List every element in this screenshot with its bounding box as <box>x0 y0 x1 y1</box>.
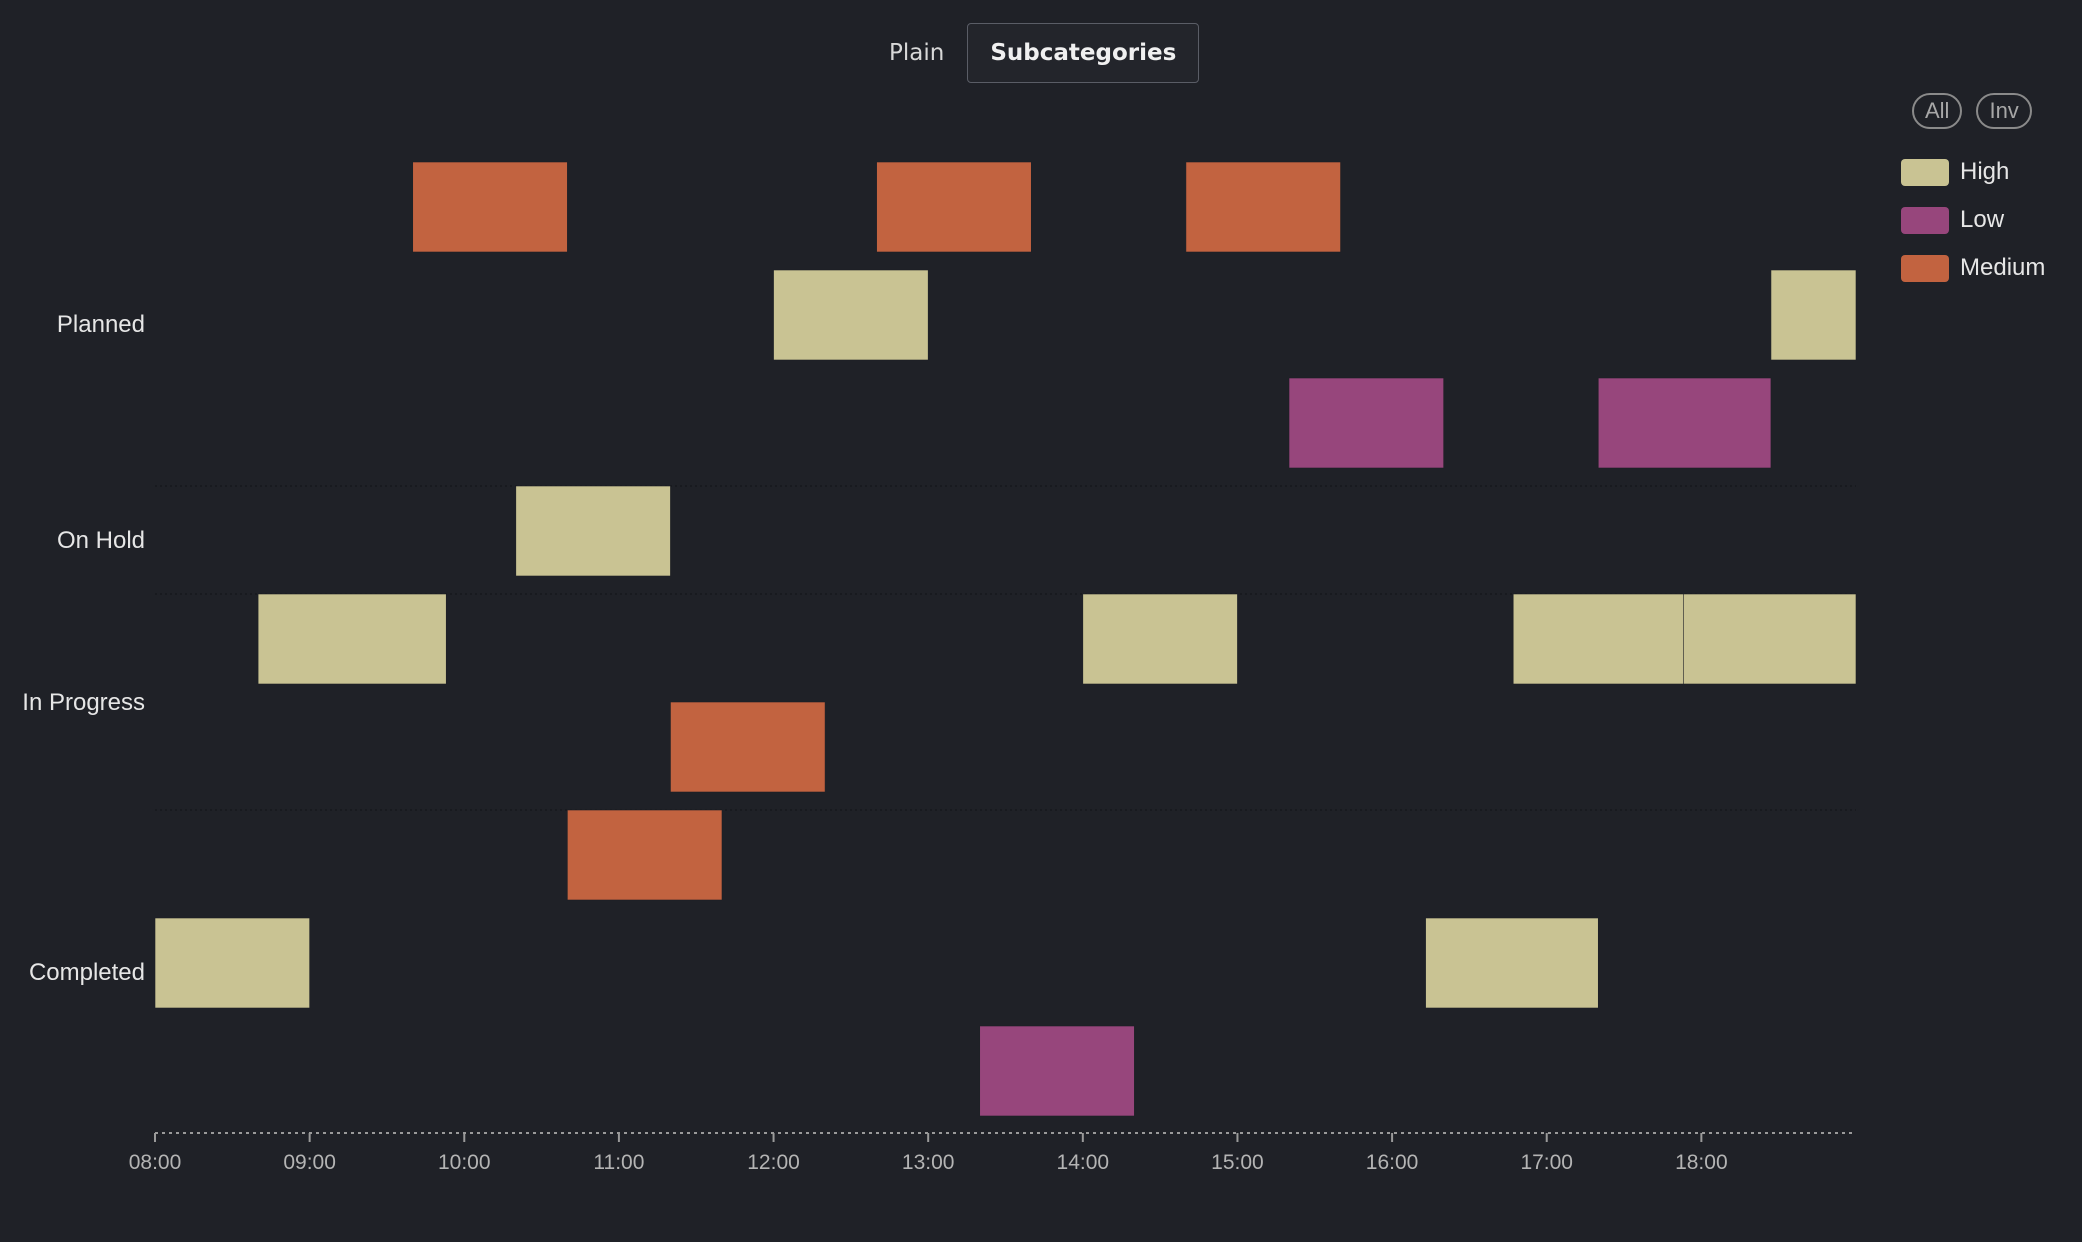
legend: High Low Medium <box>1901 148 2045 292</box>
legend-item-low[interactable]: Low <box>1901 196 2045 244</box>
category-label: In Progress <box>22 689 145 716</box>
task-bar[interactable] <box>412 161 568 253</box>
x-tick-label: 10:00 <box>438 1151 491 1174</box>
task-bar[interactable] <box>1425 917 1599 1009</box>
x-tick-label: 11:00 <box>593 1151 644 1174</box>
task-bar[interactable] <box>1770 269 1857 361</box>
x-tick-label: 18:00 <box>1675 1151 1728 1174</box>
task-bar[interactable] <box>515 485 671 577</box>
legend-all-button[interactable]: All <box>1912 93 1963 129</box>
task-bar[interactable] <box>567 809 723 901</box>
task-bar[interactable] <box>1185 161 1341 253</box>
legend-label-low: Low <box>1960 206 2005 233</box>
x-tick-label: 09:00 <box>283 1151 336 1174</box>
x-tick-label: 13:00 <box>902 1151 955 1174</box>
task-bar[interactable] <box>1512 593 1684 685</box>
category-label: Completed <box>29 959 145 986</box>
task-bar[interactable] <box>670 701 826 793</box>
legend-item-high[interactable]: High <box>1901 148 2045 196</box>
legend-label-high: High <box>1960 158 2010 185</box>
x-tick-label: 17:00 <box>1520 1151 1573 1174</box>
x-tick-label: 14:00 <box>1057 1151 1110 1174</box>
legend-swatch-high <box>1901 158 1949 186</box>
task-bar[interactable] <box>154 917 310 1009</box>
subcategories-toggle-button[interactable]: Subcategories <box>967 23 1200 83</box>
task-bar[interactable] <box>257 593 447 685</box>
x-tick-label: 16:00 <box>1366 1151 1419 1174</box>
task-bar[interactable] <box>1082 593 1238 685</box>
x-tick-label: 12:00 <box>747 1151 800 1174</box>
task-bar[interactable] <box>1597 377 1772 469</box>
plain-toggle-button[interactable]: Plain <box>889 40 945 66</box>
category-label: On Hold <box>57 527 145 554</box>
category-label: Planned <box>57 311 145 338</box>
x-tick-label: 15:00 <box>1211 1151 1264 1174</box>
task-bar[interactable] <box>773 269 929 361</box>
view-toggle: Plain Subcategories <box>866 23 1200 83</box>
legend-item-medium[interactable]: Medium <box>1901 244 2045 292</box>
task-bar[interactable] <box>876 161 1032 253</box>
legend-controls: All Inv <box>1912 93 2032 129</box>
legend-swatch-medium <box>1901 254 1949 282</box>
task-bar[interactable] <box>1683 593 1857 685</box>
x-tick-label: 08:00 <box>129 1151 182 1174</box>
legend-invert-button[interactable]: Inv <box>1976 93 2032 129</box>
legend-swatch-low <box>1901 206 1949 234</box>
legend-label-medium: Medium <box>1960 254 2046 281</box>
task-bar[interactable] <box>979 1025 1135 1117</box>
task-bar[interactable] <box>1288 377 1444 469</box>
